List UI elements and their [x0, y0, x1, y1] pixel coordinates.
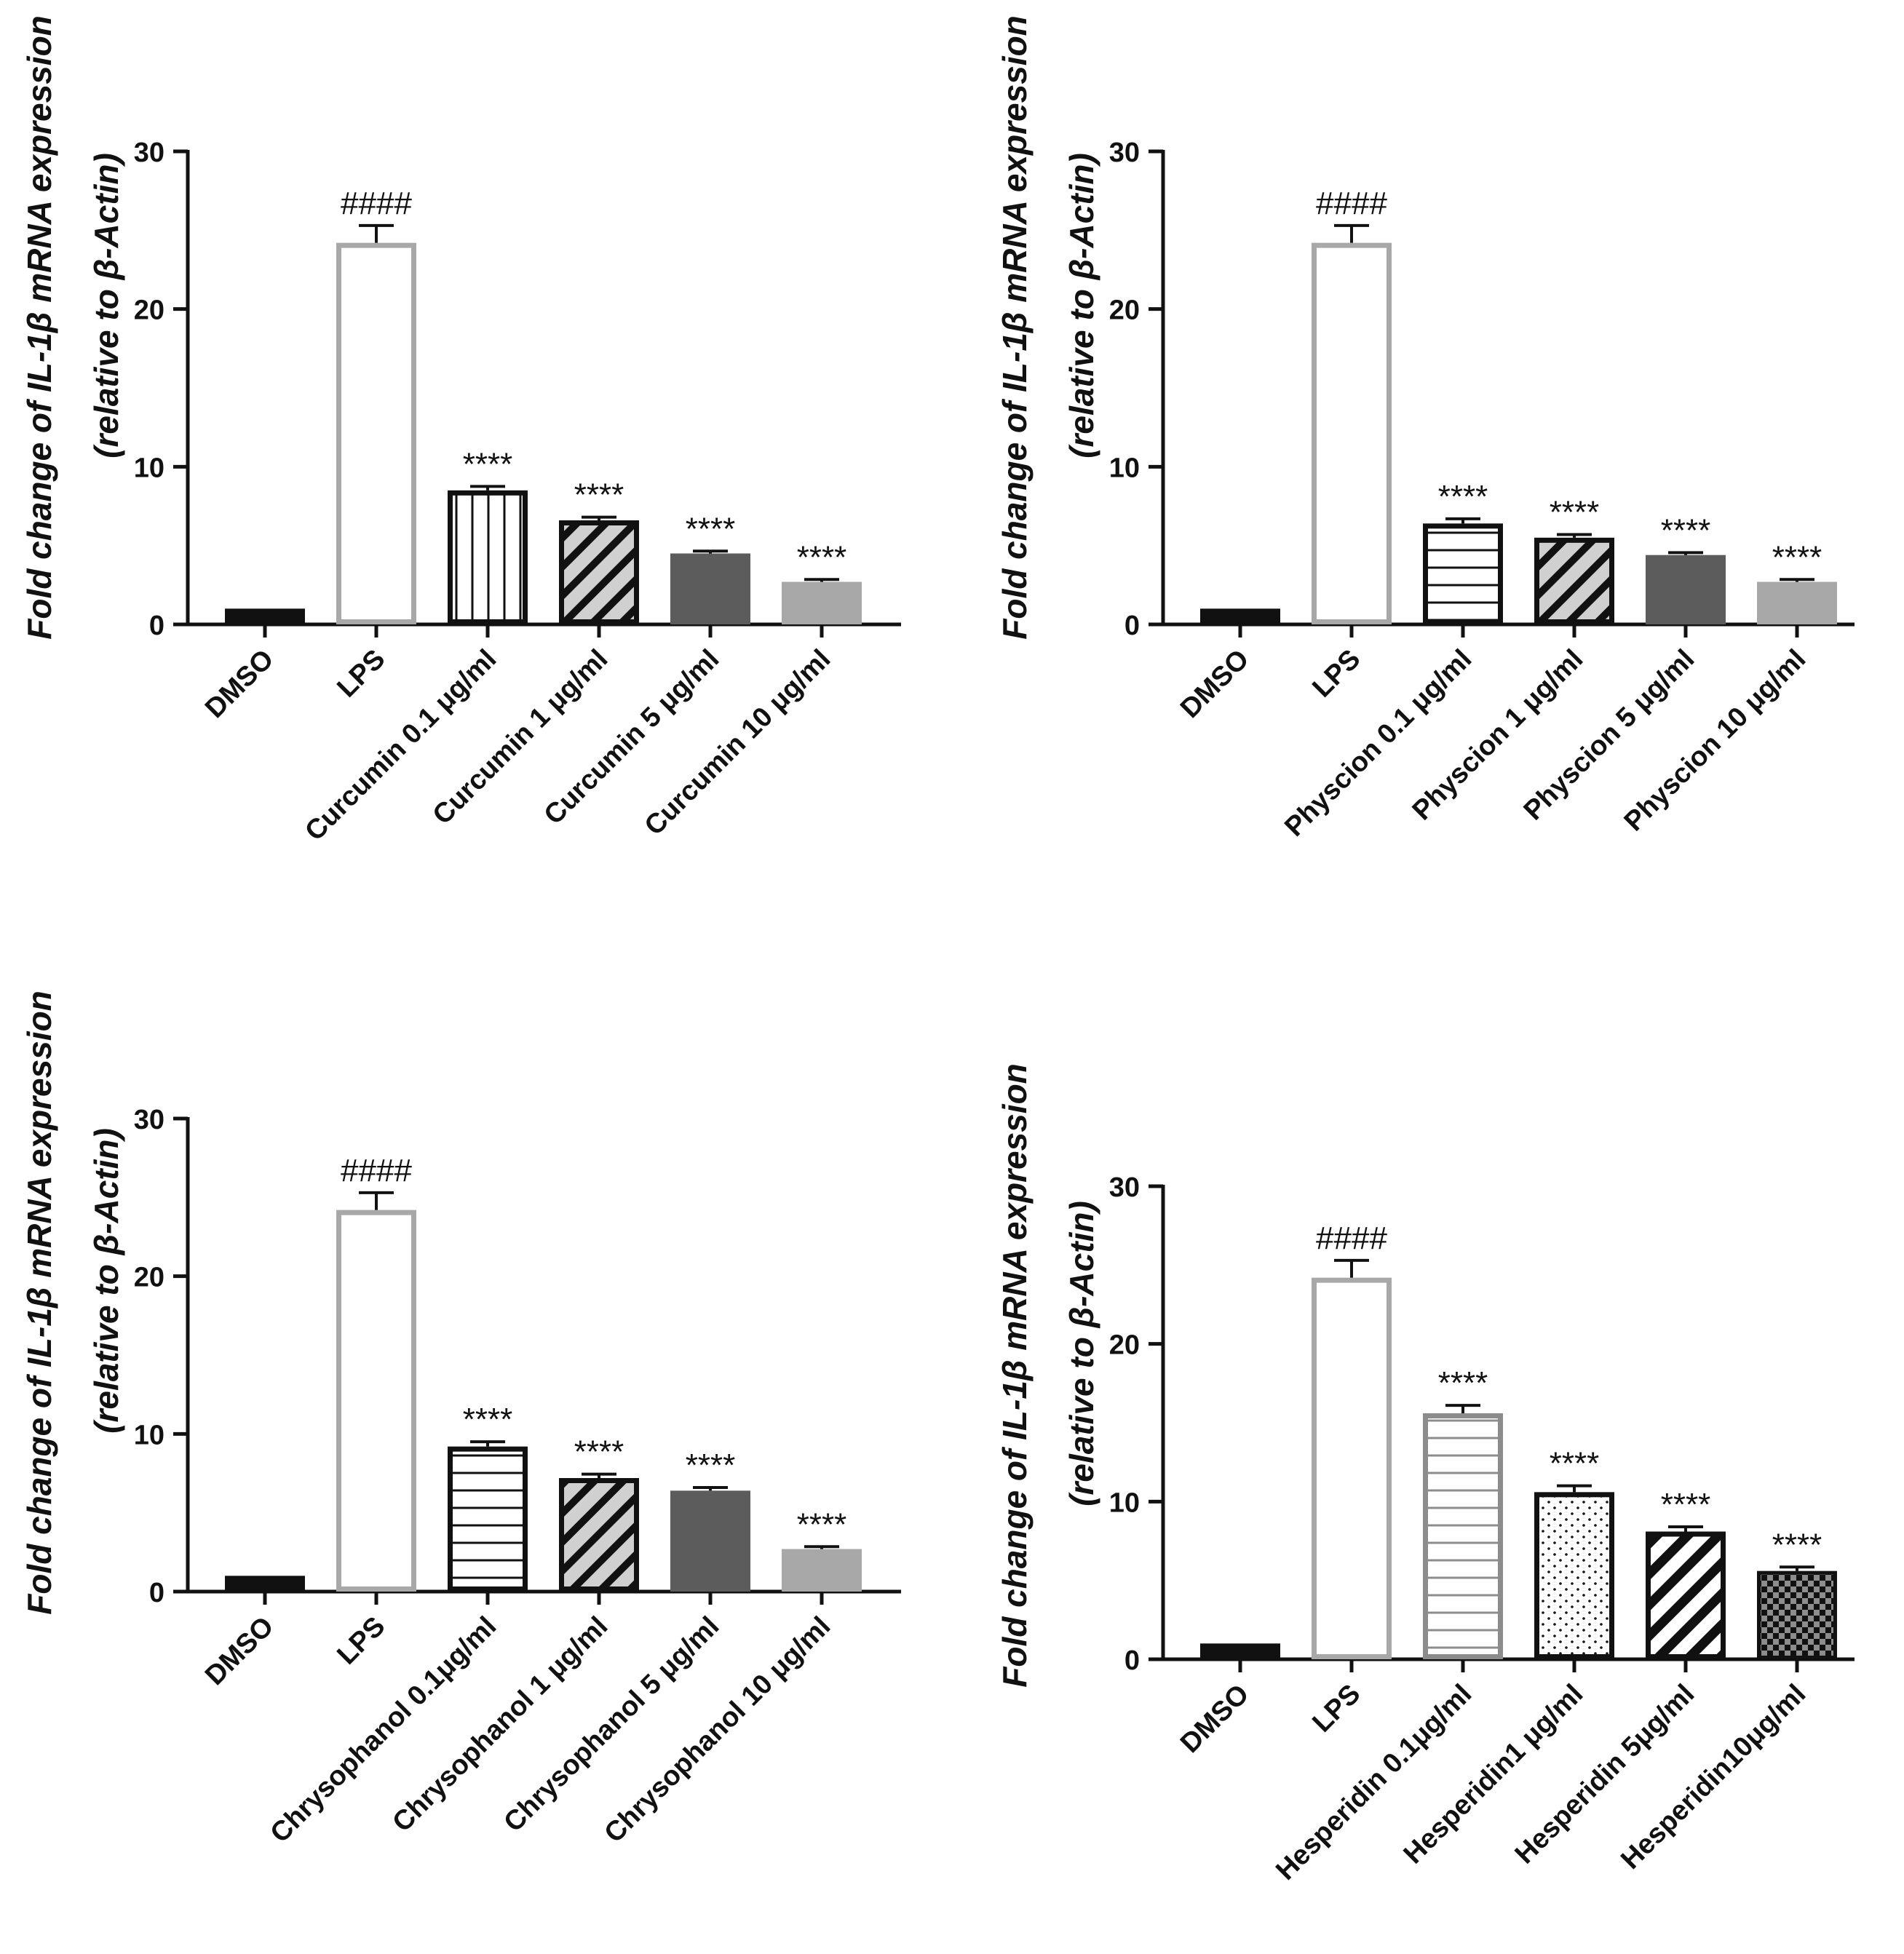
y-axis-label: Fold change of IL-1β mRNA expression	[20, 990, 58, 1615]
y-tick-label: 20	[1109, 295, 1140, 326]
y-tick-label: 20	[134, 295, 164, 326]
significance-label: ****	[463, 446, 513, 482]
y-tick-label: 10	[1109, 453, 1140, 483]
y-tick-label: 0	[149, 1578, 164, 1608]
bar	[1200, 608, 1280, 624]
significance-label: ####	[341, 186, 412, 221]
significance-label: ****	[463, 1402, 513, 1437]
category-label: LPS	[331, 1611, 391, 1671]
y-axis-label: Fold change of IL-1β mRNA expression	[20, 15, 58, 640]
bar	[1757, 581, 1837, 624]
bar	[1423, 523, 1503, 624]
bar	[336, 1210, 416, 1592]
y-tick-label: 0	[1124, 1645, 1140, 1676]
bar	[448, 1446, 528, 1592]
y-axis-label-sub: (relative to β-Actin)	[1063, 153, 1100, 458]
significance-label: ####	[1316, 186, 1387, 221]
significance-label: ****	[574, 1434, 624, 1470]
y-axis-label-sub: (relative to β-Actin)	[87, 153, 125, 458]
bar	[448, 490, 528, 624]
bar	[1312, 242, 1392, 624]
bar	[1646, 555, 1726, 625]
bar	[1534, 537, 1614, 624]
category-label: Curcumin 0.1 μg/ml	[299, 644, 502, 847]
y-tick-label: 0	[149, 611, 164, 641]
bar	[1534, 1492, 1614, 1659]
chart-hesperidin: Fold change of IL-1β mRNA expression (rel…	[996, 1063, 1855, 1886]
category-label: Hesperidin 0.1μg/ml	[1270, 1679, 1477, 1886]
category-label: Chrysophanol 5 μg/ml	[498, 1611, 725, 1838]
y-tick-label: 0	[1124, 611, 1140, 641]
bar	[670, 553, 750, 624]
category-label: Curcumin 10 μg/ml	[639, 644, 837, 842]
bar	[782, 1549, 862, 1592]
significance-label: ****	[686, 1447, 736, 1483]
y-tick-label: 10	[134, 453, 164, 483]
significance-label: ****	[1772, 539, 1822, 575]
significance-label: ****	[1550, 1446, 1600, 1482]
y-tick-label: 30	[134, 138, 164, 168]
category-label: Hesperidin10μg/ml	[1615, 1679, 1812, 1875]
significance-label: ####	[341, 1153, 412, 1188]
significance-label: ****	[797, 1506, 847, 1542]
bar	[1423, 1413, 1503, 1659]
category-label: DMSO	[199, 644, 279, 724]
chart-physcion: Fold change of IL-1β mRNA expression (rel…	[996, 15, 1855, 843]
y-axis-label: Fold change of IL-1β mRNA expression	[996, 15, 1034, 640]
significance-label: ****	[1438, 1365, 1488, 1401]
category-label: LPS	[1306, 1679, 1366, 1739]
bar	[336, 242, 416, 624]
y-tick-label: 30	[1109, 1172, 1140, 1203]
category-label: LPS	[331, 644, 391, 704]
bar	[782, 581, 862, 624]
significance-label: ****	[1438, 479, 1488, 515]
chart-curcumin: Fold change of IL-1β mRNA expression (rel…	[20, 15, 901, 847]
category-label: Chrysophanol 0.1μg/ml	[265, 1611, 503, 1849]
significance-label: ****	[1550, 495, 1600, 531]
bar	[1200, 1643, 1280, 1659]
category-label: DMSO	[199, 1611, 279, 1691]
y-axis-label-sub: (relative to β-Actin)	[1063, 1201, 1100, 1506]
bar	[1757, 1570, 1837, 1660]
y-tick-label: 30	[134, 1105, 164, 1135]
significance-label: ****	[686, 511, 736, 547]
y-tick-label: 20	[1109, 1330, 1140, 1361]
category-label: Physcion 10 μg/ml	[1619, 644, 1812, 838]
y-tick-label: 10	[134, 1420, 164, 1450]
bar	[559, 1478, 639, 1592]
y-tick-label: 30	[1109, 138, 1140, 168]
category-label: LPS	[1306, 644, 1366, 704]
significance-label: ****	[1661, 512, 1711, 548]
significance-label: ####	[1316, 1220, 1387, 1256]
bar	[559, 520, 639, 624]
y-tick-label: 20	[134, 1263, 164, 1293]
category-label: DMSO	[1175, 1679, 1255, 1759]
bar	[225, 1576, 305, 1592]
bar	[1312, 1277, 1392, 1659]
significance-label: ****	[1661, 1487, 1711, 1522]
significance-label: ****	[1772, 1527, 1822, 1562]
category-label: DMSO	[1175, 644, 1255, 724]
category-label: Physcion 0.1 μg/ml	[1279, 644, 1477, 843]
y-tick-label: 10	[1109, 1488, 1140, 1518]
category-label: Chrysophanol 10 μg/ml	[599, 1611, 837, 1849]
significance-label: ****	[797, 539, 847, 575]
y-axis-label-sub: (relative to β-Actin)	[87, 1128, 125, 1434]
bar	[1646, 1531, 1726, 1659]
chart-chrysophanol: Fold change of IL-1β mRNA expression (rel…	[20, 990, 901, 1849]
bar	[225, 608, 305, 624]
bar	[670, 1490, 750, 1592]
y-axis-label: Fold change of IL-1β mRNA expression	[996, 1063, 1034, 1688]
significance-label: ****	[574, 477, 624, 513]
category-label: Chrysophanol 1 μg/ml	[386, 1611, 614, 1838]
